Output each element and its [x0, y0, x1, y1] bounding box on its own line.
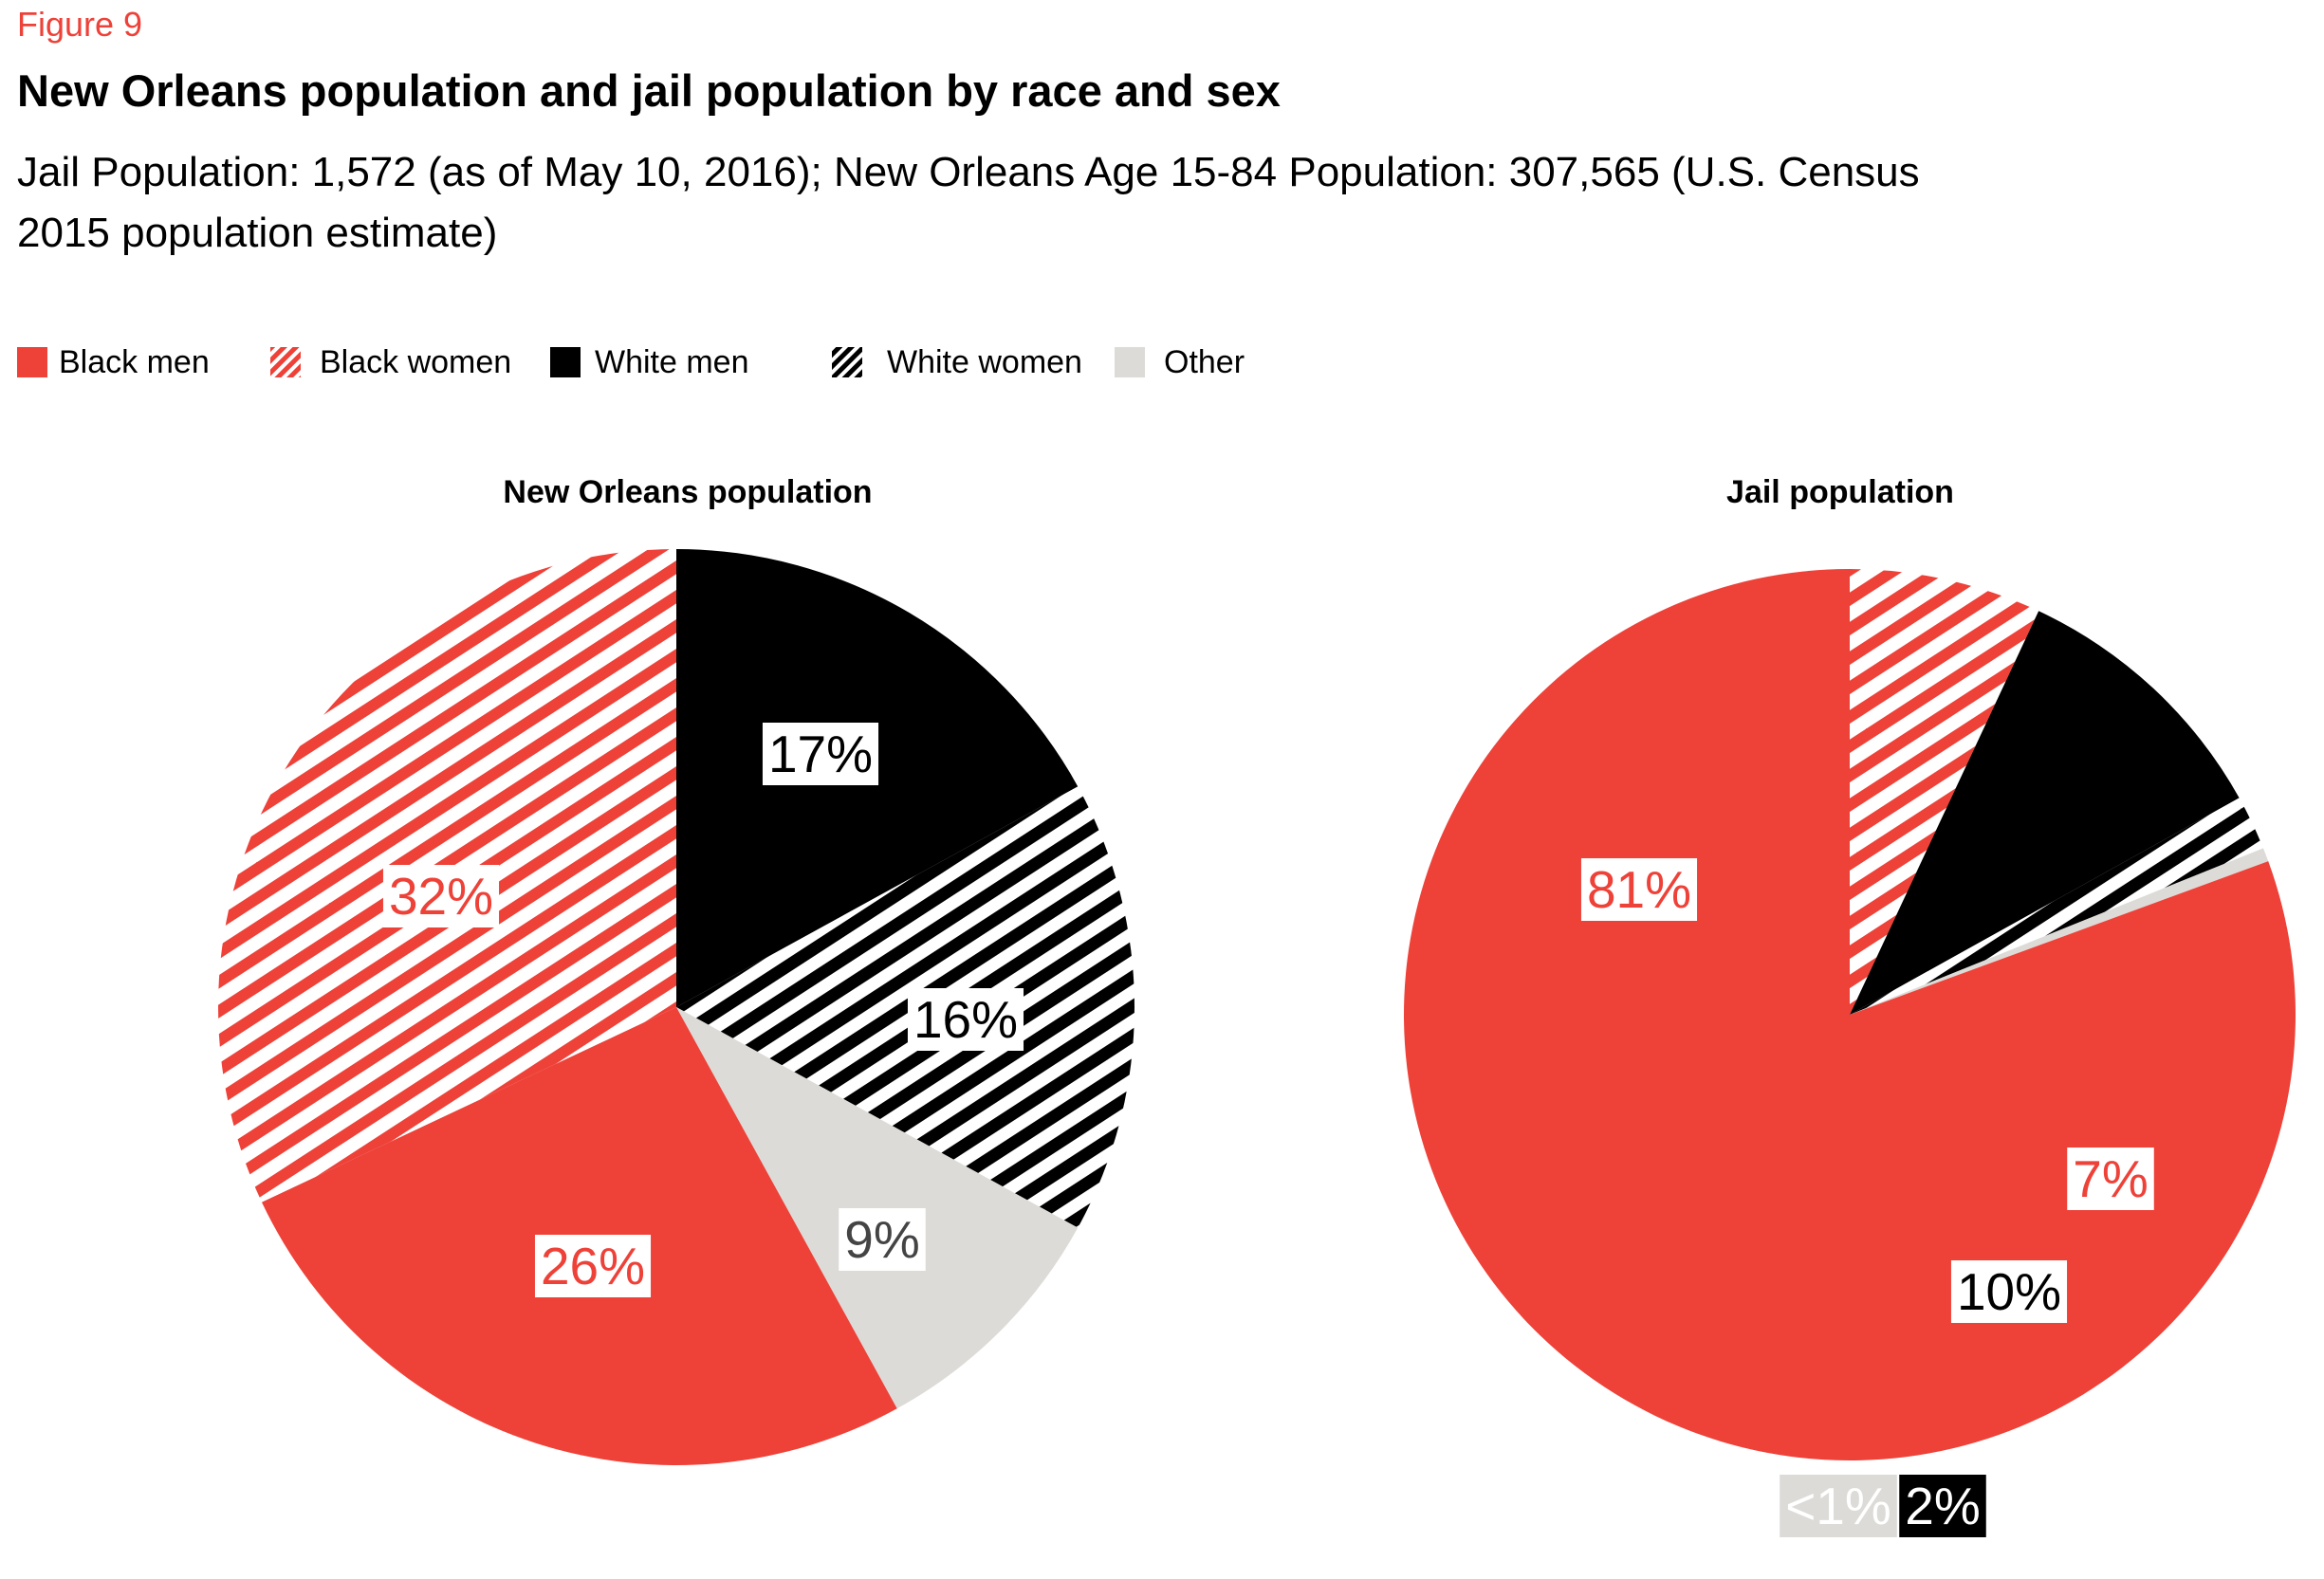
- data-label-other: <1%: [1785, 1477, 1891, 1535]
- subtitle-line-2: 2015 population estimate): [17, 210, 497, 256]
- data-label-box-other: [839, 1208, 926, 1271]
- pie-slice-black-men: [1404, 569, 2296, 1460]
- legend-label-other: Other: [1164, 344, 1245, 380]
- data-label-black-women: 7%: [2073, 1149, 2149, 1208]
- legend-label-white-women: White women: [887, 344, 1082, 380]
- data-label-box-white-men: [1950, 1260, 2068, 1323]
- pie-new-orleans: 17% 16% 9% 26% 32%: [217, 549, 1134, 1465]
- data-label-other: 9%: [844, 1210, 920, 1269]
- legend-label-white-men: White men: [595, 344, 749, 380]
- pie-slice-white-men: [1850, 611, 2240, 1015]
- data-label-box-black-men: [1580, 858, 1698, 921]
- legend-label-black-women: Black women: [320, 344, 511, 380]
- data-label-box-white-men: [762, 723, 879, 785]
- figure-label: Figure 9: [17, 5, 142, 44]
- pie-jail: 7%10% 2%<1% 81%: [1404, 569, 2296, 1537]
- data-label-white-women: 2%: [1905, 1477, 1981, 1535]
- pie-title-new-orleans: New Orleans population: [503, 474, 872, 510]
- data-label-box-white-women: [907, 988, 1024, 1051]
- pie-slice-white-women: [1850, 798, 2263, 1015]
- data-label-box-black-men: [534, 1235, 652, 1297]
- pie-title-jail: Jail population: [1726, 474, 1954, 510]
- data-label-box-other: [1780, 1475, 1897, 1537]
- pie-slice-black-women: [1850, 569, 2039, 1015]
- data-label-black-women: 32%: [389, 867, 493, 926]
- data-label-box-black-women: [2067, 1148, 2154, 1210]
- data-label-box-black-women: [382, 865, 500, 927]
- legend-swatch-other: [1115, 347, 1145, 377]
- legend-swatch-white-women: [832, 347, 862, 377]
- pie-slice-other: [1850, 848, 2269, 1015]
- data-label-white-men: 10%: [1957, 1262, 2061, 1321]
- legend-swatch-white-men: [550, 347, 581, 377]
- pie-slice-other: [676, 1007, 1079, 1409]
- data-label-white-women: 16%: [913, 990, 1018, 1049]
- data-label-black-men: 81%: [1587, 860, 1691, 919]
- chart-title: New Orleans population and jail populati…: [17, 65, 1281, 116]
- subtitle-line-1: Jail Population: 1,572 (as of May 10, 20…: [17, 149, 1920, 195]
- legend-label-black-men: Black men: [59, 344, 210, 380]
- data-label-box-white-women: [1899, 1475, 1986, 1537]
- legend-swatch-black-men: [17, 347, 47, 377]
- legend-swatch-black-women: [270, 347, 301, 377]
- legend: Black men Black women White men White wo…: [17, 344, 1245, 380]
- data-label-black-men: 26%: [541, 1237, 645, 1295]
- pie-slice-white-women: [676, 786, 1134, 1228]
- data-label-white-men: 17%: [768, 725, 873, 783]
